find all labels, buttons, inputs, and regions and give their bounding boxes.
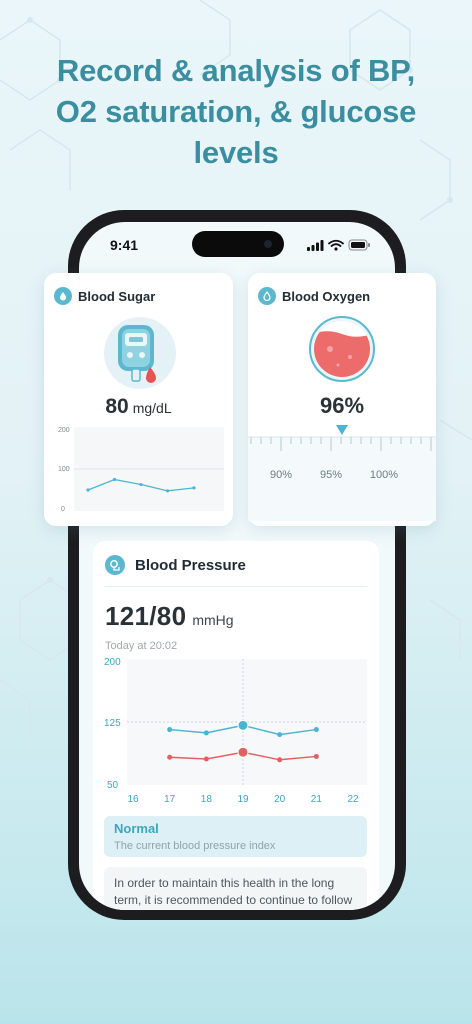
oxygen-flask-icon [309,316,375,382]
oxygen-drop-icon [258,287,276,305]
headline-line-2: O2 saturation, & glucose [55,94,417,129]
dynamic-island [192,231,284,257]
camera-icon [264,240,272,248]
blood-oxygen-card[interactable]: Blood Oxygen 96% 90% 95% 100% [248,273,436,526]
blood-sugar-title: Blood Sugar [54,287,155,305]
blood-sugar-value: 80 mg/dL [44,395,233,419]
blood-sugar-card[interactable]: Blood Sugar 80 mg/dL 200 100 0 [44,273,233,526]
oxygen-scale-90: 90% [270,469,292,481]
oxygen-scale-100: 100% [370,469,398,481]
wifi-icon [328,239,344,247]
headline: Record & analysis of BP, O2 saturation, … [0,50,472,173]
sugar-y-tick-100: 100 [58,466,70,473]
battery-icon [348,239,370,251]
glucose-meter-icon [104,317,176,389]
signal-icon [307,240,324,251]
sugar-point-2 [139,482,143,487]
blood-sugar-unit: mg/dL [132,400,172,416]
wifi-dot [334,247,338,251]
sugar-y-tick-200: 200 [58,427,70,434]
status-time: 9:41 [110,237,139,253]
oxygen-pointer [336,425,348,435]
blood-oxygen-value: 96% [319,393,365,418]
headline-line-3: levels [193,135,279,170]
blood-sugar-number: 80 [105,395,129,418]
sugar-point-3 [165,489,170,493]
blood-sugar-chart: 200 100 0 [58,427,224,513]
status-icons [307,239,370,251]
oxygen-scale: 90% 95% 100% [248,425,436,521]
blood-sugar-label: Blood Sugar [78,288,156,304]
sugar-point-4 [192,486,196,490]
sugar-point-0 [86,488,90,492]
headline-line-1: Record & analysis of BP, [56,53,416,88]
oxygen-scale-95: 95% [320,469,342,481]
drop-icon [54,287,72,305]
blood-oxygen-label: Blood Oxygen [282,288,371,304]
blood-oxygen-title: Blood Oxygen [258,287,370,305]
sugar-y-tick-0: 0 [61,506,65,513]
sugar-point-1 [112,477,117,482]
